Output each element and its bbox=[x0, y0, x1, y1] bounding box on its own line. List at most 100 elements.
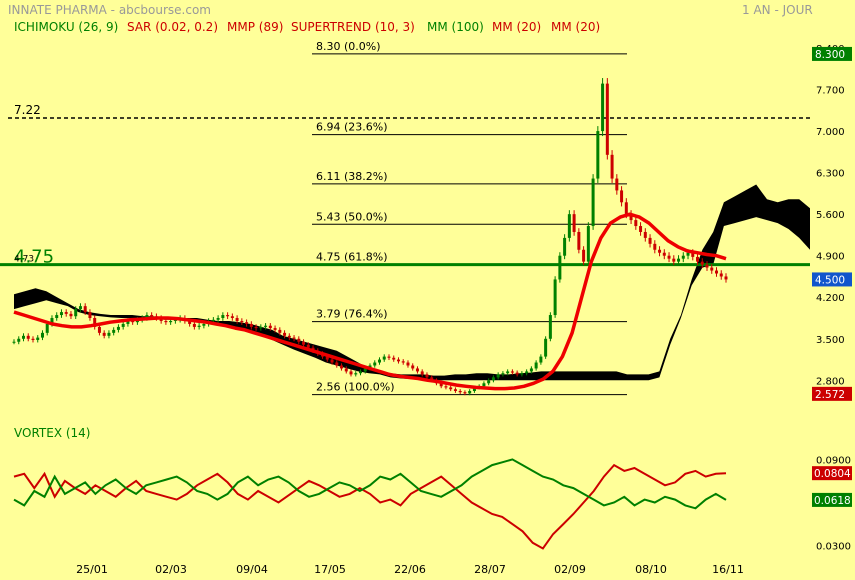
candle bbox=[715, 267, 719, 277]
candle bbox=[601, 78, 605, 137]
indicator-label: MM (100) bbox=[427, 20, 484, 34]
candle bbox=[510, 369, 514, 375]
price-tick-label: 2.800 bbox=[816, 376, 845, 387]
price-tick-label: 5.600 bbox=[816, 210, 845, 221]
candle bbox=[672, 255, 676, 266]
candle bbox=[17, 336, 21, 345]
candle bbox=[69, 311, 73, 319]
vortex-tick-label: 0.0900 bbox=[816, 455, 851, 466]
candle bbox=[667, 252, 671, 263]
cloud-area bbox=[14, 184, 810, 381]
candle bbox=[444, 384, 448, 390]
candle bbox=[36, 335, 40, 343]
vortex-badge: 0.0804 bbox=[812, 466, 852, 481]
candle bbox=[558, 252, 562, 283]
candle bbox=[724, 273, 728, 283]
candle bbox=[572, 210, 576, 236]
candle bbox=[230, 313, 234, 321]
date-tick-label: 02/09 bbox=[554, 563, 586, 576]
candle bbox=[93, 315, 97, 330]
candle bbox=[468, 389, 472, 396]
price-tick-label: 4.900 bbox=[816, 252, 845, 263]
price-tick-label: 4.200 bbox=[816, 293, 845, 304]
svg-text:0.0804: 0.0804 bbox=[814, 468, 851, 480]
candle bbox=[245, 319, 249, 327]
candle bbox=[297, 336, 301, 345]
candle bbox=[529, 366, 533, 374]
candle bbox=[97, 324, 101, 336]
candle bbox=[259, 324, 263, 331]
vortex-minus-line bbox=[13, 463, 727, 550]
svg-text:2.572: 2.572 bbox=[815, 389, 845, 401]
candle bbox=[710, 264, 714, 274]
candle bbox=[21, 333, 25, 342]
candle bbox=[406, 360, 410, 368]
candle bbox=[415, 366, 419, 374]
price-tick-label: 7.700 bbox=[816, 86, 845, 97]
candle bbox=[59, 309, 63, 318]
candle bbox=[586, 222, 590, 266]
candle bbox=[102, 330, 106, 339]
candle bbox=[653, 240, 657, 254]
vortex-badge: 0.0618 bbox=[812, 492, 852, 507]
candle bbox=[525, 369, 529, 376]
candle bbox=[359, 369, 363, 376]
horizontal-levels: 7.22 4.754.73 bbox=[0, 103, 810, 268]
svg-text:8.300: 8.300 bbox=[815, 49, 845, 61]
candle bbox=[539, 354, 543, 365]
candle bbox=[55, 312, 59, 321]
candle bbox=[577, 228, 581, 254]
fib-label: 8.30 (0.0%) bbox=[316, 40, 381, 53]
candle bbox=[264, 323, 268, 330]
candle bbox=[491, 375, 495, 383]
candle bbox=[563, 234, 567, 260]
candle bbox=[515, 370, 519, 377]
candle bbox=[534, 360, 538, 371]
candle bbox=[425, 372, 429, 380]
candle bbox=[643, 228, 647, 242]
price-badge: 4.500 bbox=[812, 272, 852, 287]
date-tick-label: 22/06 bbox=[394, 563, 426, 576]
candle bbox=[553, 276, 557, 318]
date-tick-label: 02/03 bbox=[155, 563, 187, 576]
ichimoku-cloud bbox=[14, 184, 810, 381]
candle bbox=[121, 321, 125, 330]
moving-average-line bbox=[13, 212, 727, 391]
candle bbox=[302, 339, 306, 348]
candle bbox=[26, 333, 30, 342]
candle bbox=[78, 303, 82, 312]
candle bbox=[629, 210, 633, 225]
candle bbox=[112, 327, 116, 336]
candle bbox=[287, 333, 291, 341]
candle bbox=[197, 323, 201, 330]
candle bbox=[254, 324, 258, 331]
candle bbox=[463, 390, 467, 396]
candle bbox=[615, 174, 619, 195]
vortex-tick-label: 0.0300 bbox=[816, 542, 851, 553]
candle bbox=[639, 222, 643, 236]
candle bbox=[116, 324, 120, 333]
candle bbox=[249, 321, 253, 330]
candle bbox=[496, 372, 500, 380]
candle bbox=[605, 78, 609, 160]
level-sublabel: 4.73 bbox=[14, 255, 34, 265]
candle bbox=[567, 210, 571, 242]
indicator-label: MMP (89) bbox=[227, 20, 283, 34]
candle bbox=[221, 312, 225, 321]
candle bbox=[349, 369, 353, 377]
candle bbox=[634, 216, 638, 230]
fib-label: 6.11 (38.2%) bbox=[316, 170, 388, 183]
candle bbox=[83, 303, 87, 315]
fib-label: 5.43 (50.0%) bbox=[316, 210, 388, 223]
candle bbox=[705, 261, 709, 271]
candle bbox=[192, 321, 196, 330]
indicator-label: SUPERTREND (10, 3) bbox=[291, 20, 415, 34]
candle bbox=[658, 246, 662, 257]
candle bbox=[268, 323, 272, 331]
candle bbox=[273, 325, 277, 333]
vortex-title: VORTEX (14) bbox=[14, 426, 91, 440]
candle bbox=[401, 359, 405, 365]
candle bbox=[506, 369, 510, 376]
fib-label: 2.56 (100.0%) bbox=[316, 381, 395, 394]
fib-label: 3.79 (76.4%) bbox=[316, 308, 388, 321]
